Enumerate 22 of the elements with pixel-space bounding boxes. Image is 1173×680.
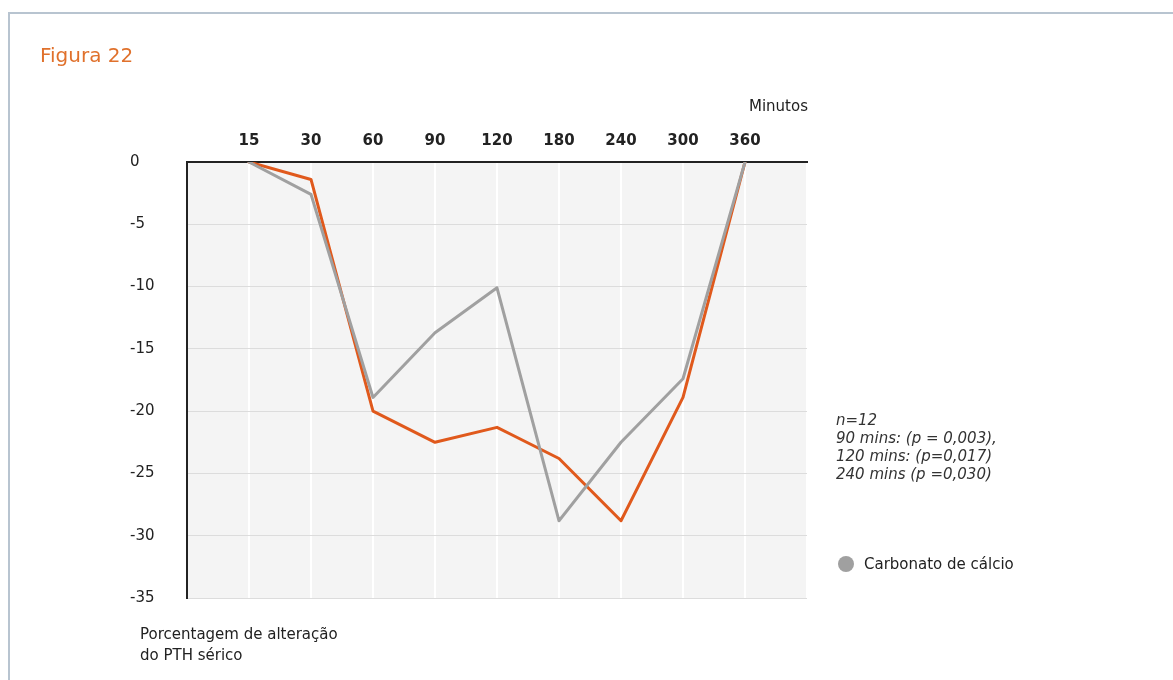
y-tick-label: -35: [130, 587, 155, 606]
x-tick-label: 240: [605, 130, 637, 149]
x-tick-label: 60: [362, 130, 384, 149]
y-tick-label: -5: [130, 214, 145, 233]
x-tick-label: 120: [481, 130, 513, 149]
y-tick-label: -25: [130, 463, 155, 482]
y-tick-label: -15: [130, 338, 155, 357]
y-tick-label: -10: [130, 276, 155, 295]
x-tick-label: 30: [300, 130, 322, 149]
chart-title: Figura 22: [40, 43, 134, 67]
x-tick-label: 300: [667, 130, 699, 149]
y-tick-label: 0: [130, 151, 140, 170]
y-tick-label: -30: [130, 525, 155, 544]
x-tick-label: 90: [424, 130, 446, 149]
y-tick-label: -20: [130, 401, 155, 420]
x-tick-label: 15: [238, 130, 260, 149]
x-axis-title: Minutos: [748, 97, 808, 115]
x-tick-label: 360: [729, 130, 761, 149]
y-axis-title: Porcentagem de alteração do PTH sérico: [140, 624, 339, 666]
x-tick-label: 180: [543, 130, 575, 149]
legend-label: Carbonato de cálcio: [864, 555, 1014, 573]
text: n=12 90 mins: (p = 0,003), 120 mins: (p=0,017) 240 mins (p =0,030): [836, 411, 997, 483]
